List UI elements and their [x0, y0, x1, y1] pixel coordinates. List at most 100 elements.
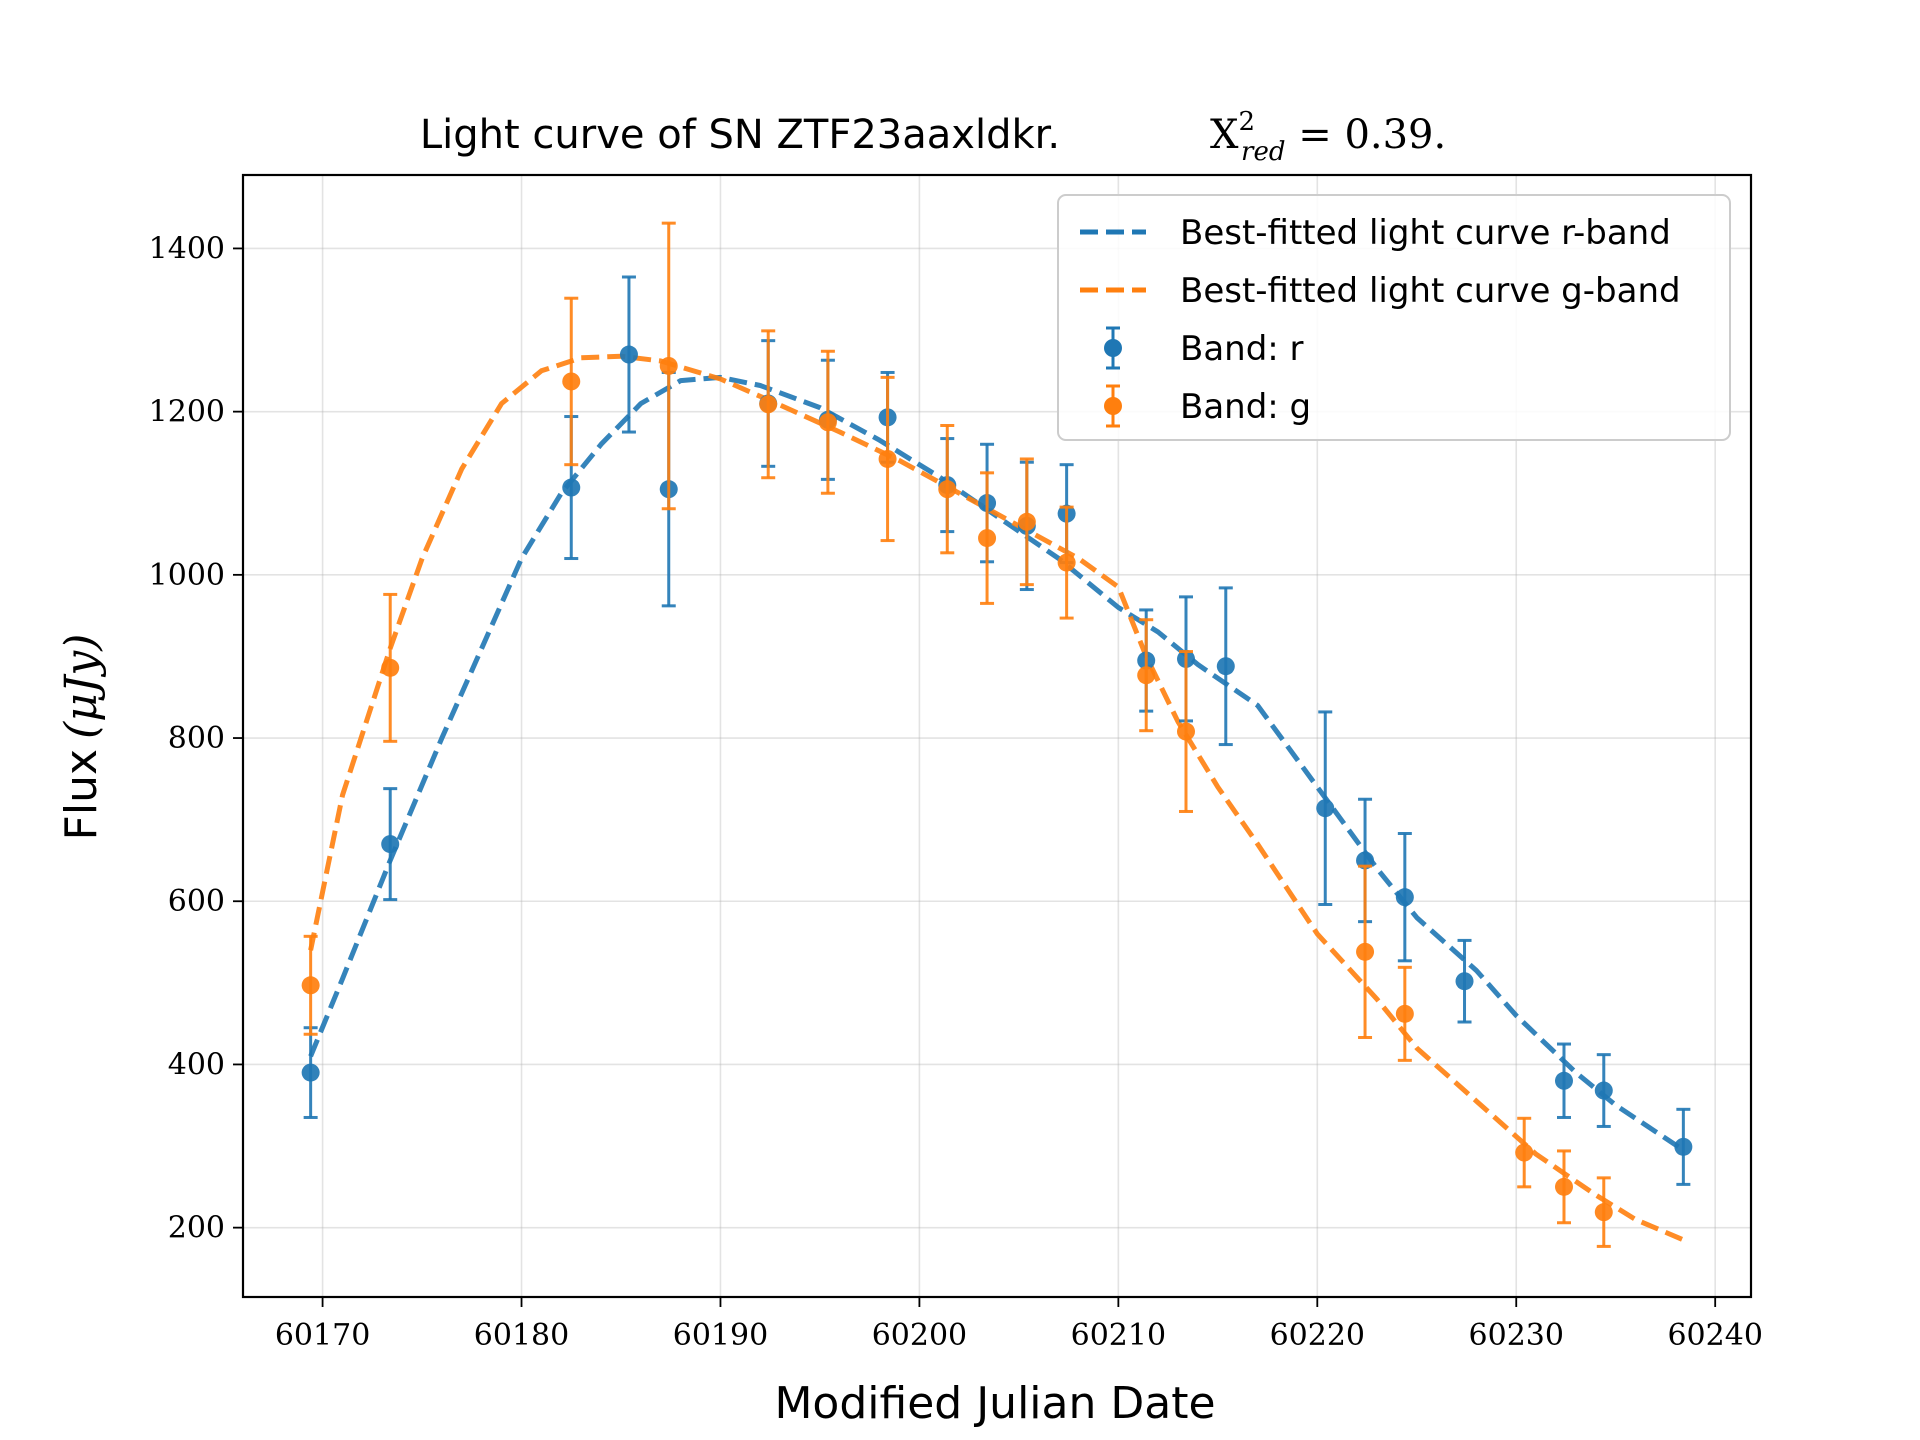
data-point-r-band: [1216, 586, 1235, 747]
legend-label: Best-fitted light curve g-band: [1180, 271, 1681, 311]
data-marker: [1316, 799, 1335, 818]
x-tick-label: 60230: [1469, 1318, 1564, 1353]
data-marker: [1554, 1177, 1573, 1196]
chi-value: = 0.39.: [1286, 112, 1447, 158]
data-point-g-band: [562, 296, 581, 467]
data-marker: [818, 413, 837, 432]
x-tick-label: 60170: [275, 1318, 370, 1353]
x-tick-label: 60180: [474, 1318, 569, 1353]
data-marker: [1017, 512, 1036, 531]
data-point-g-band: [978, 471, 997, 605]
fit-curve-g-band: [308, 353, 1685, 1243]
data-marker: [759, 395, 778, 414]
data-point-r-band: [619, 275, 638, 434]
legend-label: Band: r: [1180, 329, 1304, 369]
x-tick-label: 60200: [872, 1318, 967, 1353]
data-marker: [1554, 1071, 1573, 1090]
y-axis-label: Flux (μJy): [56, 634, 107, 841]
y-tick-label: 1200: [149, 395, 225, 430]
chart-title: Light curve of SN ZTF23aaxldkr.: [420, 112, 1060, 158]
x-tick-label: 60220: [1270, 1318, 1365, 1353]
legend-entry-errorbar-g: Band: g: [1104, 384, 1311, 428]
data-marker: [878, 449, 897, 468]
data-point-r-band: [301, 1026, 320, 1119]
x-tick-label: 60240: [1667, 1318, 1762, 1353]
data-point-g-band: [659, 221, 678, 511]
data-point-g-band: [1137, 618, 1156, 733]
legend-entry-line-g: Best-fitted light curve g-band: [1080, 271, 1681, 311]
fit-curve-r-band: [308, 374, 1685, 1153]
data-marker: [301, 976, 320, 995]
y-axis-label-text: Flux: [56, 749, 107, 840]
data-marker: [1395, 888, 1414, 907]
data-marker: [562, 372, 581, 391]
x-axis-label: Modified Julian Date: [774, 1378, 1215, 1429]
data-point-g-band: [1017, 457, 1036, 587]
data-marker: [381, 835, 400, 854]
data-point-g-band: [1176, 650, 1195, 813]
legend: Best-fitted light curve r-band Best-fitte…: [1057, 194, 1731, 441]
data-marker: [1216, 657, 1235, 676]
legend-marker-swatch: [1104, 339, 1122, 357]
data-marker: [619, 345, 638, 364]
y-tick-label: 200: [168, 1211, 225, 1246]
data-point-g-band: [1515, 1116, 1534, 1189]
x-tick-label: 60190: [673, 1318, 768, 1353]
plot-frame: [241, 173, 1753, 1299]
data-point-r-band: [1674, 1107, 1693, 1186]
data-point-g-band: [1554, 1149, 1573, 1225]
data-point-g-band: [301, 934, 320, 1036]
data-point-r-band: [1395, 832, 1414, 963]
y-tick-label: 800: [168, 721, 225, 756]
data-point-g-band: [1395, 965, 1414, 1062]
data-marker: [381, 658, 400, 677]
y-axis-unit: (μJy): [56, 634, 107, 739]
legend-marker-swatch: [1104, 397, 1122, 415]
x-tick-label: 60210: [1071, 1318, 1166, 1353]
data-marker: [562, 478, 581, 497]
data-point-g-band: [938, 424, 957, 555]
data-point-g-band: [1356, 864, 1375, 1040]
data-marker: [659, 356, 678, 375]
y-tick-label: 1400: [149, 231, 225, 266]
chi-subscript: red: [1241, 137, 1285, 167]
chi-superscript: 2: [1238, 107, 1255, 137]
data-marker: [1594, 1203, 1613, 1222]
data-marker: [1594, 1081, 1613, 1100]
data-marker: [1515, 1143, 1534, 1162]
legend-entry-line-r: Best-fitted light curve r-band: [1080, 213, 1671, 253]
data-marker: [978, 529, 997, 548]
data-marker: [1674, 1137, 1693, 1156]
legend-box: [1057, 194, 1731, 441]
grid-lines: [243, 175, 1751, 1297]
data-point-g-band: [381, 592, 400, 743]
legend-entry-errorbar-r: Band: r: [1104, 326, 1304, 370]
data-point-g-band: [759, 329, 778, 480]
data-marker: [1176, 722, 1195, 741]
y-tick-label: 600: [168, 884, 225, 919]
data-points: [301, 221, 1693, 1248]
data-marker: [1356, 942, 1375, 961]
fitted-curves: [308, 353, 1685, 1243]
data-marker: [1395, 1004, 1414, 1023]
data-marker: [1455, 972, 1474, 991]
legend-label: Band: g: [1180, 387, 1311, 427]
legend-label: Best-fitted light curve r-band: [1180, 213, 1671, 253]
data-point-r-band: [381, 787, 400, 902]
x-axis-ticks: 60170 60180 60190 60200 60210 60220 60230 60240: [275, 1297, 1763, 1353]
data-point-r-band: [1455, 938, 1474, 1024]
chi-symbol: X: [1210, 112, 1239, 158]
data-marker: [1137, 666, 1156, 685]
data-marker: [938, 480, 957, 499]
data-marker: [301, 1063, 320, 1082]
chart-title-statistic: X2 red = 0.39.: [1210, 107, 1446, 167]
data-point-r-band: [1316, 710, 1335, 907]
y-axis-ticks: 200 400 600 800 1000 1200 1400: [149, 231, 243, 1246]
data-point-r-band: [1594, 1053, 1613, 1128]
data-point-g-band: [1594, 1176, 1613, 1248]
y-tick-label: 400: [168, 1047, 225, 1082]
data-point-r-band: [1554, 1042, 1573, 1119]
data-point-g-band: [878, 375, 897, 543]
data-marker: [1057, 553, 1076, 572]
